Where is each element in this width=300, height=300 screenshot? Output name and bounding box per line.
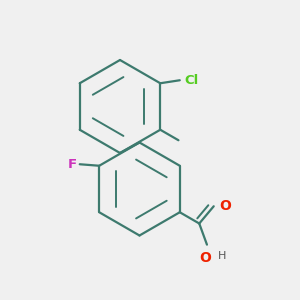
Text: Cl: Cl [184, 74, 199, 87]
Text: H: H [218, 251, 226, 261]
Text: O: O [200, 251, 211, 265]
Text: O: O [219, 199, 231, 213]
Text: F: F [68, 158, 77, 171]
